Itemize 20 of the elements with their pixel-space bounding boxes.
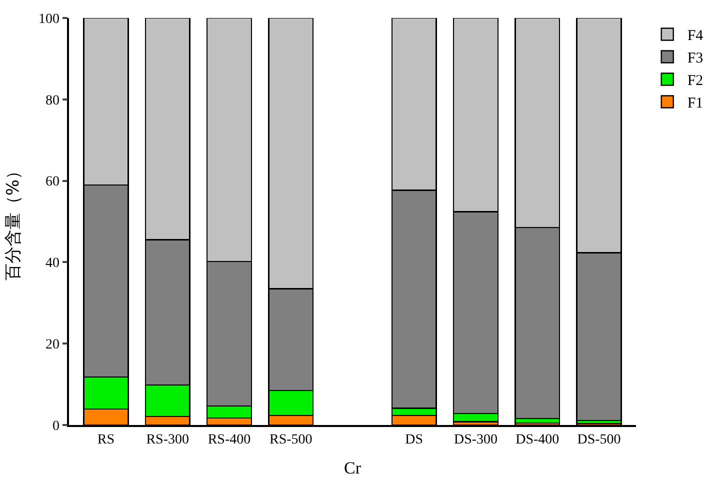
legend-label: F2 [687, 73, 704, 90]
y-tick-label: 0 [52, 418, 60, 434]
x-tick-label: DS [405, 432, 424, 448]
x-tick-label: DS-400 [516, 432, 560, 448]
legend-label: F3 [687, 50, 704, 67]
x-tick-label: RS-400 [208, 432, 251, 448]
x-tick-label: DS-500 [577, 432, 621, 448]
y-tick-label: 40 [45, 256, 60, 272]
legend-label: F1 [687, 96, 704, 112]
x-axis-title: Cr [344, 458, 362, 478]
y-tick-label: 60 [45, 174, 60, 190]
y-tick-label: 20 [45, 338, 60, 352]
x-tick-label: RS [97, 432, 115, 448]
x-tick-label: DS-300 [454, 432, 498, 448]
y-tick-label: 80 [45, 93, 60, 108]
y-axis-title: 百分含量（%） [4, 162, 24, 281]
legend-label: F4 [687, 28, 704, 44]
x-tick-label: RS-300 [146, 432, 190, 448]
x-tick-label: RS-500 [269, 432, 312, 448]
y-tick-label: 100 [38, 12, 60, 27]
